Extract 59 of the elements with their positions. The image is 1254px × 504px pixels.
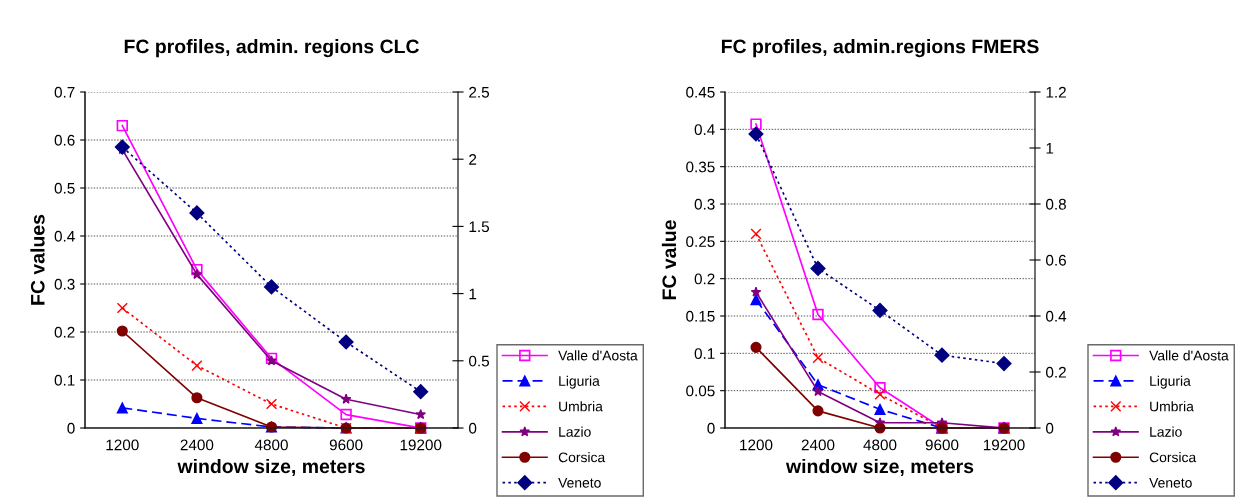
y-tick-label: 0.4 xyxy=(54,230,75,242)
y-tick-label: 0.2 xyxy=(54,326,75,338)
y-tick-label: 0.1 xyxy=(54,374,75,386)
y-tick-label: 0 xyxy=(67,422,75,434)
y-tick-label: 0.45 xyxy=(686,86,715,98)
x-tick-label: 9600 xyxy=(329,439,363,451)
x-tick-label: 1200 xyxy=(106,439,139,451)
x-tick-label: 4800 xyxy=(863,439,897,451)
y2-tick-label: 1.2 xyxy=(1046,86,1066,98)
y-axis-title: FC values xyxy=(30,214,45,305)
x-tick-label: 2400 xyxy=(180,439,214,451)
y2-tick-label: 0.5 xyxy=(469,355,490,367)
legend-label: Lazio xyxy=(559,426,591,437)
y2-tick-label: 2 xyxy=(469,154,477,165)
legend-label: Veneto xyxy=(1149,478,1192,488)
chart-title: FC profiles, admin.regions FMERS xyxy=(721,39,1039,58)
x-tick-label: 1200 xyxy=(740,439,773,451)
x-axis-title: window size, meters xyxy=(785,458,974,477)
legend-label: Veneto xyxy=(558,478,601,488)
y-tick-label: 0.4 xyxy=(694,124,715,136)
legend-label: Umbria xyxy=(1150,401,1194,412)
legend-label: Lazio xyxy=(1150,426,1182,437)
y-tick-label: 0.35 xyxy=(686,161,715,173)
x-tick-label: 2400 xyxy=(801,439,835,451)
x-axis-title: window size, meters xyxy=(177,458,365,477)
x-tick-label: 19200 xyxy=(983,439,1025,451)
y-tick-label: 0 xyxy=(707,422,715,434)
legend-label: Valle d'Aosta xyxy=(558,350,638,361)
y2-tick-label: 0.6 xyxy=(1046,254,1066,266)
y-tick-label: 0.2 xyxy=(694,273,715,285)
y-tick-label: 0.3 xyxy=(54,278,75,290)
x-tick-label: 9600 xyxy=(925,439,959,451)
y-tick-label: 0.5 xyxy=(54,182,75,194)
legend-label: Corsica xyxy=(558,452,606,463)
y-tick-label: 0.7 xyxy=(54,86,75,98)
chart-title: FC profiles, admin. regions CLC xyxy=(124,39,419,58)
y2-tick-label: 0 xyxy=(1046,422,1054,434)
y-tick-label: 0.3 xyxy=(694,198,715,210)
legend-label: Corsica xyxy=(1149,452,1197,463)
y-tick-label: 0.15 xyxy=(686,310,715,322)
y-tick-label: 0.05 xyxy=(686,385,715,397)
y-axis-title: FC value xyxy=(661,220,677,300)
y2-tick-label: 0 xyxy=(469,422,477,434)
legend-label: Liguria xyxy=(559,375,600,389)
legend-label: Umbria xyxy=(559,401,603,412)
legend-label: Liguria xyxy=(1150,375,1191,389)
y-tick-label: 0.25 xyxy=(686,236,715,248)
y2-tick-label: 1 xyxy=(469,288,477,300)
x-tick-label: 4800 xyxy=(254,439,288,451)
y2-tick-label: 0.4 xyxy=(1046,310,1067,322)
legend-label: Valle d'Aosta xyxy=(1149,350,1229,361)
y-tick-label: 0.1 xyxy=(694,348,715,360)
y2-tick-label: 1 xyxy=(1046,143,1054,154)
y2-tick-label: 0.8 xyxy=(1046,198,1066,210)
y2-tick-label: 2.5 xyxy=(469,86,490,98)
x-tick-label: 19200 xyxy=(400,439,442,451)
y-tick-label: 0.6 xyxy=(54,134,75,146)
y2-tick-label: 0.2 xyxy=(1046,366,1066,378)
y2-tick-label: 1.5 xyxy=(469,221,490,233)
